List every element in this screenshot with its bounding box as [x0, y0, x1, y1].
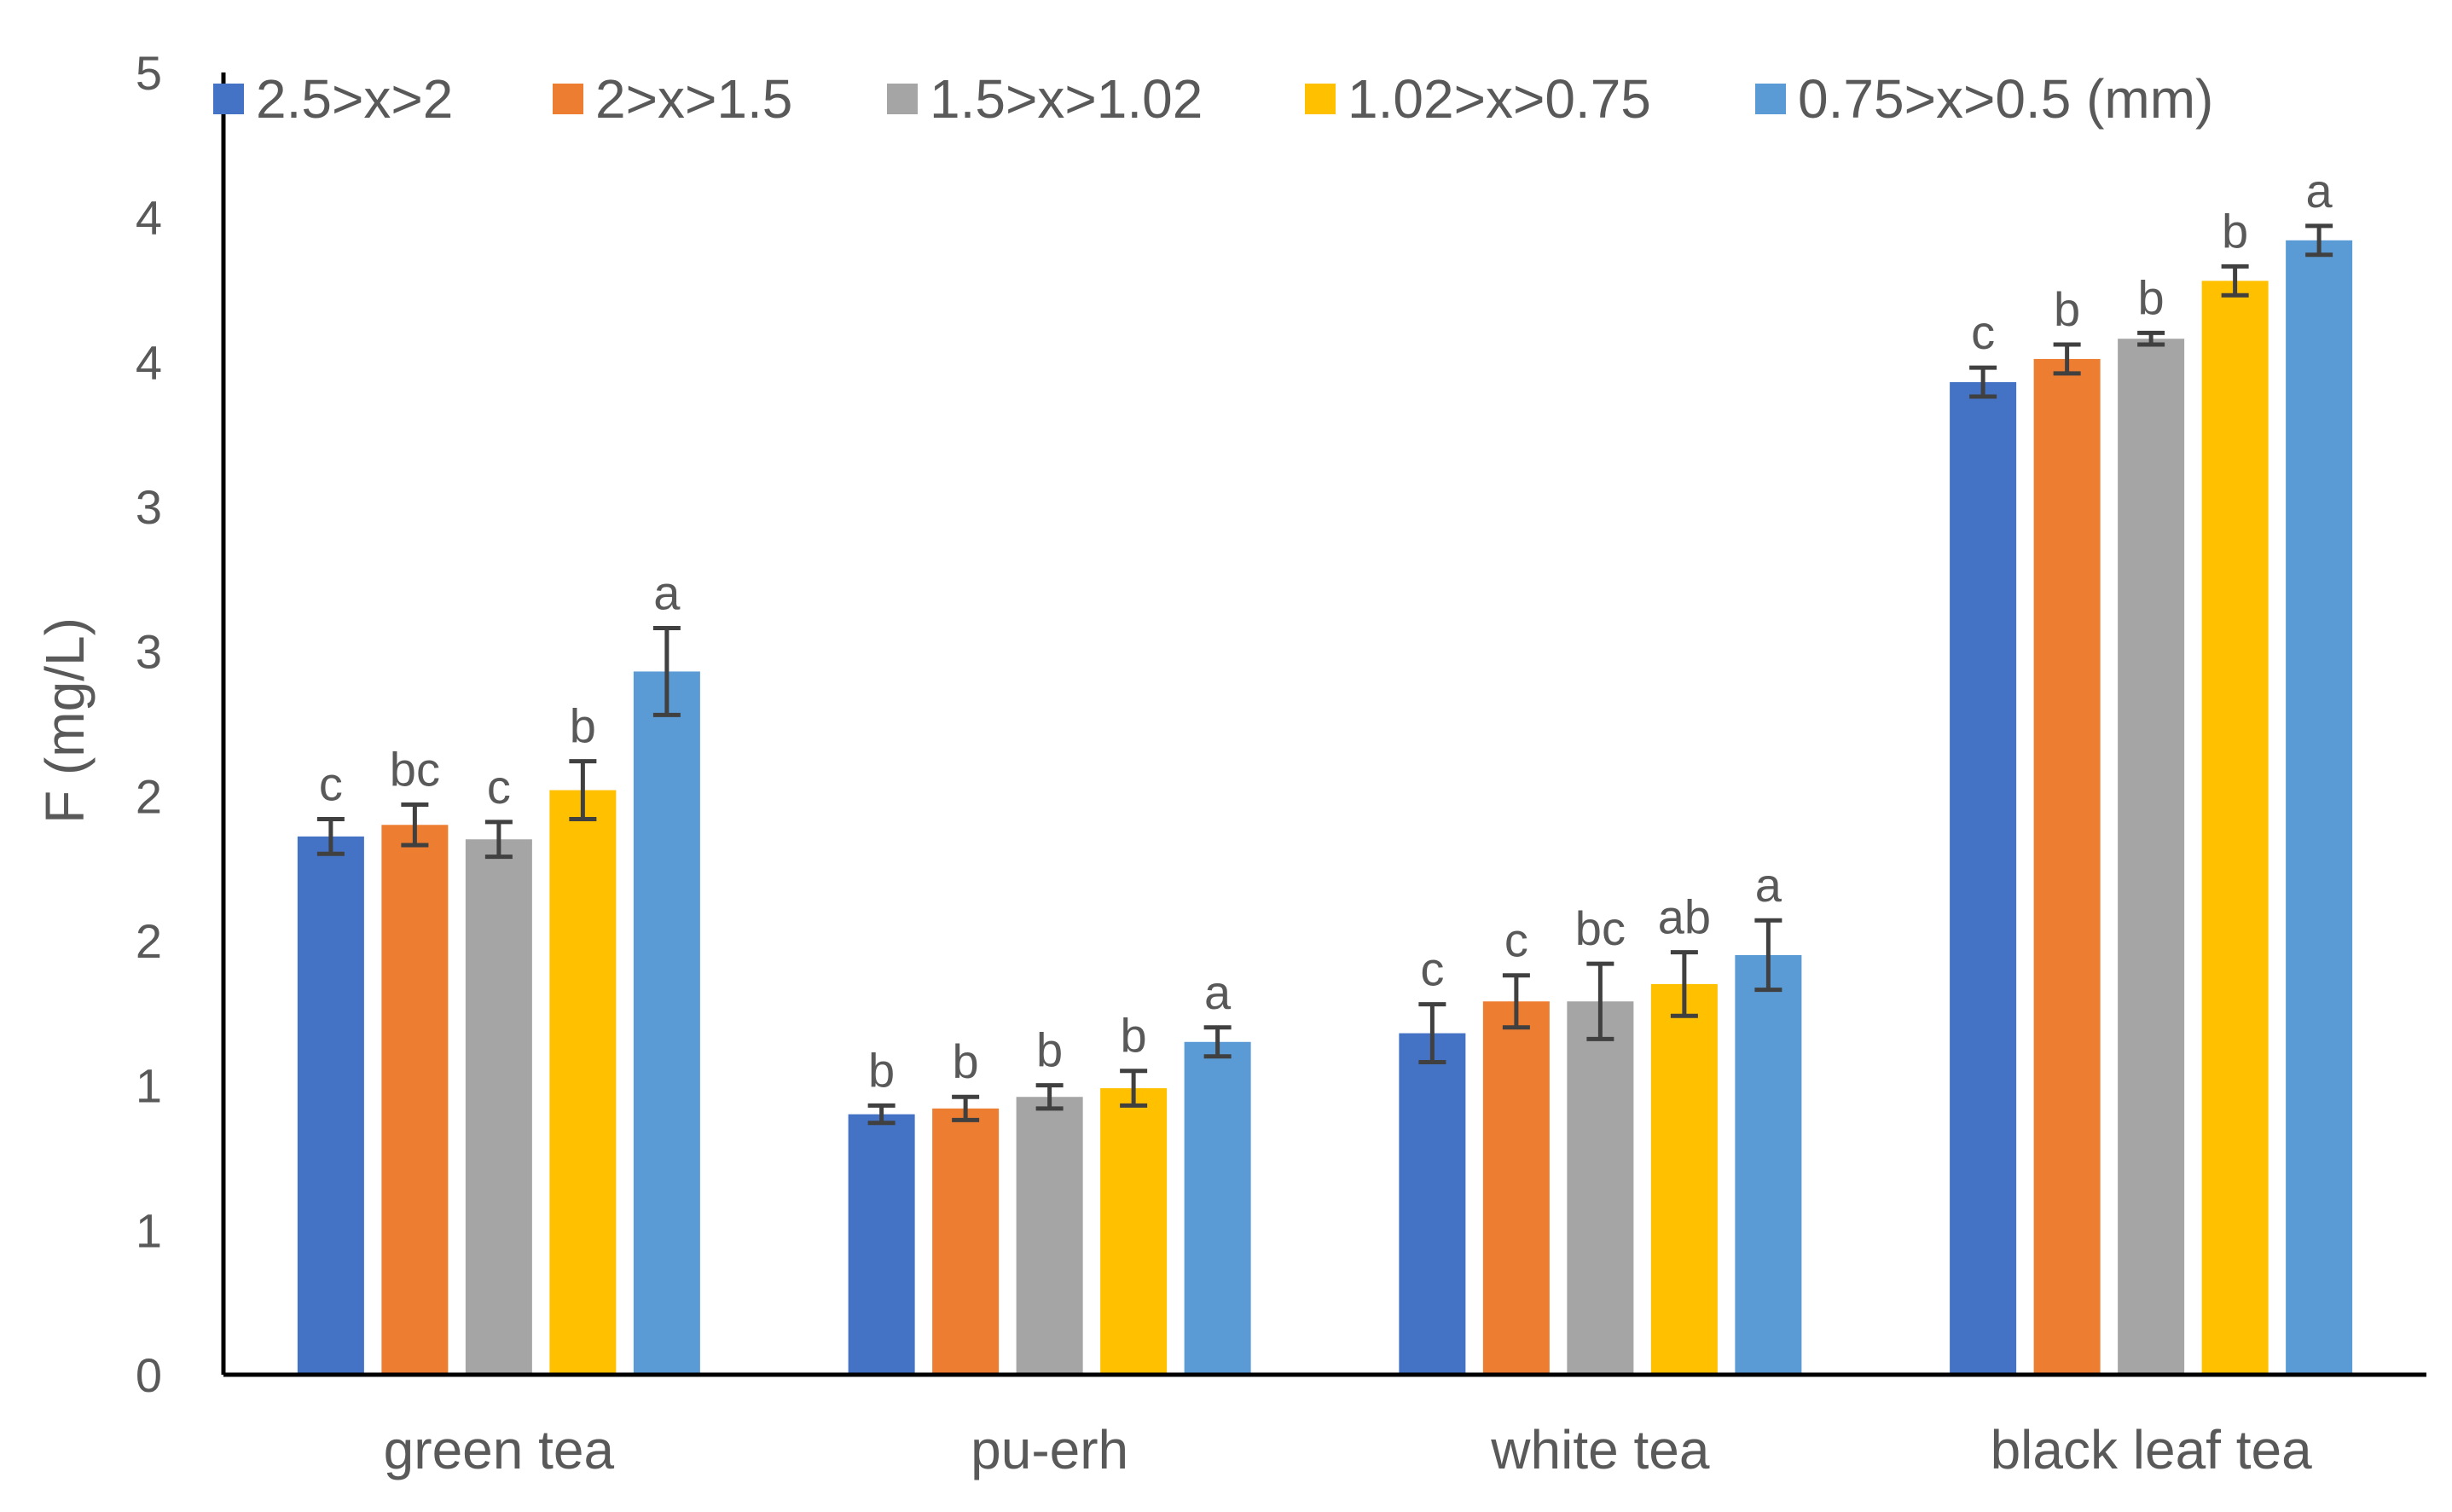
legend-label: 1.02>x>0.75	[1348, 68, 1651, 130]
y-tick-label: 4	[136, 335, 162, 389]
significance-letter: c	[1971, 305, 1995, 359]
x-category-label: pu-erh	[971, 1419, 1128, 1480]
significance-letter: b	[1036, 1023, 1063, 1077]
significance-letter: c	[1504, 913, 1528, 967]
significance-letter: a	[2306, 164, 2333, 217]
y-tick-label: 2	[136, 769, 162, 823]
y-tick-label: 0	[136, 1348, 162, 1402]
significance-letter: b	[2222, 204, 2248, 258]
legend-swatch	[1305, 84, 1336, 114]
bar	[381, 825, 449, 1375]
bar	[2286, 240, 2353, 1375]
significance-letter: ab	[1658, 890, 1711, 944]
legend-label: 0.75>x>0.5 (mm)	[1798, 68, 2213, 130]
significance-letter: b	[2138, 270, 2165, 324]
bar	[932, 1108, 1000, 1375]
bar	[2201, 281, 2269, 1375]
bar	[2033, 358, 2101, 1376]
error-bars-layer	[316, 223, 2333, 1126]
significance-letter: b	[570, 699, 596, 753]
bar	[848, 1114, 915, 1375]
bar	[297, 836, 364, 1375]
bar	[1399, 1033, 1466, 1375]
x-axis-category-labels: green tea pu-erh white tea black leaf tea	[384, 1419, 2312, 1480]
y-tick-label: 2	[136, 914, 162, 968]
bar	[2118, 339, 2185, 1376]
bar	[549, 790, 617, 1375]
y-tick-label: 3	[136, 625, 162, 679]
bar	[1567, 1001, 1634, 1375]
significance-letter: a	[653, 566, 681, 620]
y-tick-label: 3	[136, 480, 162, 534]
significance-letter: bc	[390, 743, 440, 797]
x-category-label: green tea	[384, 1419, 615, 1480]
y-tick-label: 5	[136, 46, 162, 100]
significance-letter: c	[319, 756, 343, 810]
y-axis-title: F (mg/L)	[34, 617, 96, 824]
legend-label: 2>x>1.5	[595, 68, 792, 130]
y-tick-label: 1	[136, 1059, 162, 1113]
legend-swatch	[553, 84, 583, 114]
bar	[1482, 1001, 1550, 1375]
legend-label: 1.5>x>1.02	[930, 68, 1203, 130]
bar	[633, 671, 700, 1375]
x-category-label: black leaf tea	[1991, 1419, 2313, 1480]
significance-letter: b	[953, 1034, 979, 1088]
legend-swatch	[213, 84, 244, 114]
y-tick-label: 1	[136, 1203, 162, 1257]
significance-letter: b	[2054, 282, 2080, 336]
legend-label: 2.5>x>2	[256, 68, 453, 130]
bar	[1016, 1097, 1083, 1375]
significance-letter: bc	[1575, 901, 1626, 955]
legend-swatch	[1755, 84, 1786, 114]
bar	[1950, 382, 2017, 1375]
significance-letter: c	[1420, 942, 1444, 996]
bar	[1735, 954, 1802, 1375]
y-axis-ticks: 0 1 1 2 2 3 3 4 4 5	[136, 46, 162, 1402]
bar	[465, 839, 532, 1375]
x-category-label: white tea	[1490, 1419, 1710, 1480]
significance-letter: a	[1204, 965, 1232, 1019]
legend-swatch	[887, 84, 918, 114]
bar	[1184, 1041, 1251, 1375]
significance-letter: a	[1755, 858, 1782, 912]
bar	[1100, 1088, 1168, 1375]
bar	[1650, 983, 1718, 1375]
significance-letter: b	[1121, 1009, 1147, 1063]
significance-letter: c	[487, 760, 511, 814]
y-tick-label: 4	[136, 191, 162, 245]
bars-layer	[297, 240, 2353, 1376]
axes-layer	[221, 72, 2426, 1377]
significance-letter: b	[868, 1043, 895, 1097]
legend: 2.5>x>2 2>x>1.5 1.5>x>1.02 1.02>x>0.75 0.75>…	[213, 68, 2213, 130]
